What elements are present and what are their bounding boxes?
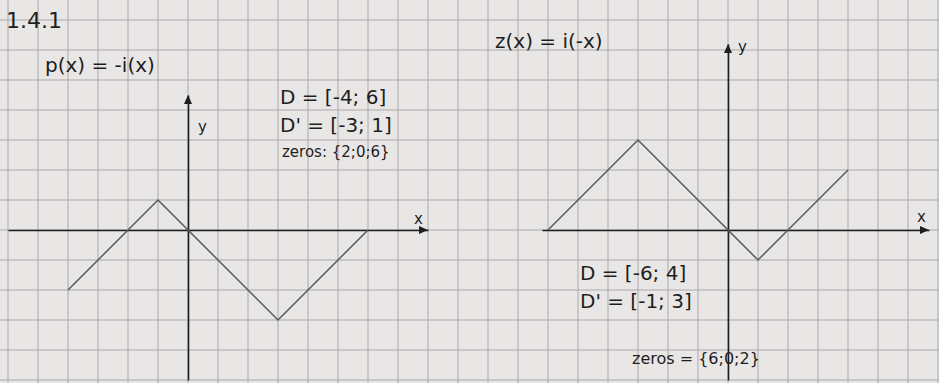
paper-line: [578, 0, 579, 383]
y-axis-title: y: [198, 118, 207, 136]
paper-line: [0, 200, 939, 201]
axis-line: [543, 230, 930, 232]
paper-line: [0, 350, 939, 351]
x-axis: [543, 230, 930, 231]
function-graph: [548, 140, 848, 260]
axis-line: [728, 45, 730, 381]
page: 1.4.1 x y p(x) = -i(x) D = [-4; 6] D' = [-3; …: [0, 0, 939, 383]
paper-line: [8, 0, 9, 383]
plot-area: [68, 200, 368, 320]
paper-line: [338, 0, 339, 383]
paper-line: [398, 0, 399, 383]
axis-line: [9, 230, 429, 232]
paper-line: [0, 230, 939, 231]
paper-line: [0, 380, 939, 381]
x-axis: [9, 230, 429, 231]
y-axis: [728, 45, 729, 381]
annotation: D' = [-1; 3]: [580, 289, 692, 313]
paper-line: [548, 0, 549, 383]
function-title: p(x) = -i(x): [45, 53, 155, 77]
paper-line: [458, 0, 459, 383]
paper-line: [818, 0, 819, 383]
paper-line: [0, 140, 939, 141]
arrowhead: [920, 226, 929, 234]
paper-line: [668, 0, 669, 383]
paper-line: [0, 320, 939, 321]
paper-line: [308, 0, 309, 383]
annotation: D = [-4; 6]: [280, 85, 386, 109]
paper-line: [0, 260, 939, 261]
paper-line: [248, 0, 249, 383]
paper-line: [518, 0, 519, 383]
paper-line: [0, 290, 939, 291]
paper-line: [218, 0, 219, 383]
page-title: 1.4.1: [6, 8, 62, 33]
y-axis-title: y: [738, 38, 747, 56]
paper-line: [38, 0, 39, 383]
paper-line: [188, 0, 189, 383]
paper-line: [0, 50, 939, 51]
function-title: z(x) = i(-x): [495, 29, 603, 53]
paper-line: [698, 0, 699, 383]
function-graph: [68, 200, 368, 320]
arrowhead: [184, 95, 192, 104]
paper-line: [428, 0, 429, 383]
paper-line: [488, 0, 489, 383]
annotation: D = [-6; 4]: [580, 261, 686, 285]
x-axis-title: x: [414, 210, 423, 228]
paper-line: [0, 170, 939, 171]
paper-line: [788, 0, 789, 383]
paper-line: [638, 0, 639, 383]
paper-line: [368, 0, 369, 383]
paper-line: [0, 110, 939, 111]
arrowhead: [724, 44, 732, 53]
paper-line: [278, 0, 279, 383]
paper-line: [728, 0, 729, 383]
plot-area: [548, 140, 848, 260]
annotation: zeros: {2;0;6}: [282, 143, 390, 161]
annotation: D' = [-3; 1]: [280, 113, 392, 137]
paper-line: [878, 0, 879, 383]
annotation: zeros = {6;0;2}: [632, 349, 760, 368]
paper-grid: [0, 0, 939, 383]
x-axis-title: x: [917, 208, 926, 226]
chart: x y z(x) = i(-x) D = [-6; 4] D' = [-1; 3] zer…: [495, 29, 930, 381]
chart: x y p(x) = -i(x) D = [-4; 6] D' = [-3; 1] zer…: [9, 53, 429, 381]
paper-line: [908, 0, 909, 383]
paper-line: [0, 80, 939, 81]
paper-line: [608, 0, 609, 383]
y-axis: [188, 96, 189, 381]
paper-line: [848, 0, 849, 383]
paper-line: [158, 0, 159, 383]
paper-line: [938, 0, 939, 383]
paper-line: [758, 0, 759, 383]
axis-line: [188, 96, 190, 381]
paper-line: [0, 20, 939, 21]
